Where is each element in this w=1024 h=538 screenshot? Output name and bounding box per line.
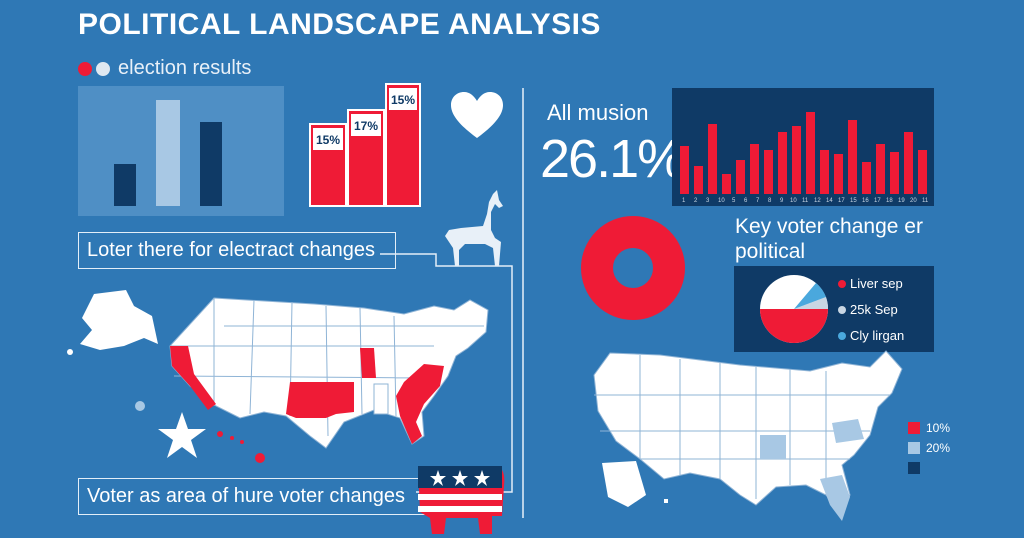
svg-text:1: 1 bbox=[682, 198, 686, 204]
svg-text:15: 15 bbox=[850, 198, 857, 204]
state-missouri bbox=[760, 435, 786, 459]
swatch-light-blue bbox=[908, 442, 920, 454]
caption-top: Loter there for electract changes bbox=[78, 232, 396, 269]
label-bg-3 bbox=[389, 88, 417, 110]
pie-panel: Liver sep 25k Sep Cly lirgan bbox=[734, 266, 934, 352]
elephant-icon bbox=[418, 466, 505, 534]
svg-text:8: 8 bbox=[768, 198, 772, 204]
bar-2 bbox=[156, 100, 180, 206]
white-legend-dot bbox=[96, 61, 110, 76]
state-louisiana bbox=[326, 382, 354, 418]
swatch-red bbox=[908, 422, 920, 434]
svg-text:3: 3 bbox=[706, 198, 710, 204]
svg-text:14: 14 bbox=[826, 198, 833, 204]
legend-dot-red bbox=[838, 279, 846, 288]
dog-icon bbox=[445, 190, 503, 266]
red-bar-chart-small: 15% 17% 15% bbox=[309, 83, 421, 207]
map-legend-row-2: 20% bbox=[908, 438, 950, 458]
pie-legend-row-2: 25k Sep bbox=[838, 302, 898, 317]
svg-text:6: 6 bbox=[744, 198, 748, 204]
state-california bbox=[170, 346, 216, 410]
map-legend-row-3 bbox=[908, 458, 950, 478]
svg-text:20: 20 bbox=[910, 198, 917, 204]
state-illinois bbox=[360, 348, 376, 378]
bar-label-1: 15% bbox=[316, 133, 340, 147]
map-legend-row-1: 10% bbox=[908, 418, 950, 438]
bar-3 bbox=[200, 122, 222, 206]
page-title: POLITICAL LANDSCAPE ANALYSIS bbox=[78, 8, 601, 41]
map-legend: 10% 20% bbox=[908, 418, 950, 478]
svg-text:10: 10 bbox=[718, 198, 725, 204]
red-legend-dot bbox=[78, 61, 92, 76]
svg-text:9: 9 bbox=[780, 198, 784, 204]
legend-label: election results bbox=[118, 57, 252, 79]
label-bg-2 bbox=[351, 114, 381, 136]
svg-text:19: 19 bbox=[898, 198, 905, 204]
heart-icon bbox=[451, 92, 503, 138]
caption-bottom: Voter as area of hure voter changes bbox=[78, 478, 428, 515]
svg-text:17: 17 bbox=[874, 198, 881, 204]
pie-legend-label-3: Cly lirgan bbox=[850, 328, 905, 343]
pie-legend-row-3: Cly lirgan bbox=[838, 328, 904, 343]
state-southeast bbox=[396, 364, 444, 444]
svg-text:11: 11 bbox=[922, 198, 929, 204]
svg-text:5: 5 bbox=[732, 198, 736, 204]
map-legend-label-2: 20% bbox=[926, 441, 951, 455]
state-texas-east bbox=[286, 382, 326, 418]
svg-text:2: 2 bbox=[694, 198, 698, 204]
star-icon bbox=[158, 412, 206, 458]
label-bg-1 bbox=[313, 128, 343, 150]
svg-text:17: 17 bbox=[838, 198, 845, 204]
alaska-shape bbox=[80, 290, 158, 350]
svg-text:16: 16 bbox=[862, 198, 869, 204]
stat-label: All musion bbox=[547, 100, 649, 125]
vertical-divider bbox=[522, 88, 524, 518]
us-map-right bbox=[593, 350, 903, 521]
election-results-legend: election results bbox=[78, 57, 251, 80]
blue-bar-chart bbox=[78, 86, 284, 216]
key-voter-title: Key voter change er political bbox=[735, 215, 923, 263]
legend-dot-blue bbox=[838, 331, 846, 340]
bar-label-2: 17% bbox=[354, 119, 378, 133]
bar-1 bbox=[114, 164, 136, 206]
red-donut-chart bbox=[581, 216, 685, 320]
pie-legend-label-2: 25k Sep bbox=[850, 302, 898, 317]
svg-text:7: 7 bbox=[756, 198, 760, 204]
svg-text:10: 10 bbox=[790, 198, 797, 204]
bar-label-3: 15% bbox=[391, 93, 415, 107]
state-alabama bbox=[373, 383, 389, 415]
swatch-navy bbox=[908, 462, 920, 474]
pie-chart bbox=[760, 275, 829, 343]
legend-dot-grey bbox=[838, 305, 846, 314]
map-legend-label-1: 10% bbox=[926, 421, 951, 435]
pie-legend-row-1: Liver sep bbox=[838, 276, 903, 291]
us-map-left bbox=[67, 290, 489, 463]
red-bar-chart-large: 1 2 3 10 5 6 7 8 9 10 11 12 14 17 15 16 … bbox=[672, 88, 934, 206]
state-florida bbox=[820, 475, 850, 521]
red-bars bbox=[680, 112, 927, 194]
pie-legend-label-1: Liver sep bbox=[850, 276, 903, 291]
svg-text:18: 18 bbox=[886, 198, 893, 204]
svg-text:12: 12 bbox=[814, 198, 821, 204]
x-tick-labels: 1 2 3 10 5 6 7 8 9 10 11 12 14 17 15 16 … bbox=[682, 198, 929, 204]
alaska-right bbox=[602, 461, 646, 507]
stat-value: 26.1% bbox=[540, 129, 685, 189]
state-lines-right bbox=[594, 355, 890, 499]
svg-text:11: 11 bbox=[802, 198, 809, 204]
panel-bg bbox=[78, 86, 284, 216]
state-virginia bbox=[832, 419, 864, 443]
